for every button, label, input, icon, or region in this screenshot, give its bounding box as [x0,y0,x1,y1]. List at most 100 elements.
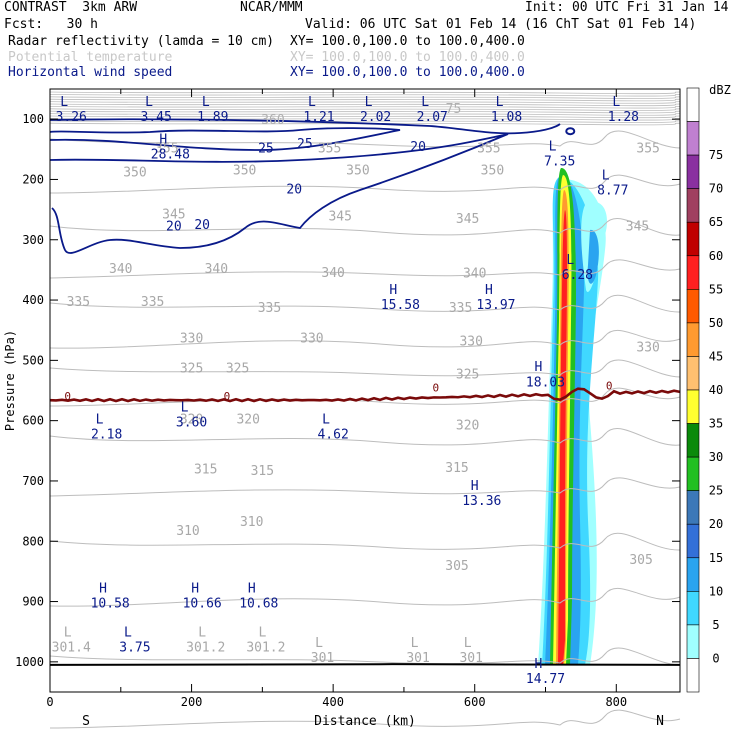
x-tick-label: 800 [605,695,627,709]
extremum-value: 8.77 [597,184,628,199]
freezing-label: 0 [432,382,439,395]
colorbar: dBZ 0 5 10 15 20 25 30 35 40 45 50 55 60 65 70 75 [686,83,731,693]
theta-contour-line [49,387,681,407]
theta-contour-line [49,477,681,497]
extremum-value: 1.08 [491,110,522,125]
field-reflectivity-xy: XY= 100.0,100.0 to 100.0,400.0 [290,34,525,49]
theta-label: 355 [636,141,659,156]
colorbar-swatch [686,523,700,559]
surface-theta-letter: L [315,636,323,651]
theta-label: 345 [328,209,351,224]
extremum-letter: H [535,657,543,672]
wind-contour-line [49,133,509,254]
wind-label: 20 [194,218,210,233]
extremum-value: 10.66 [183,597,222,612]
surface-theta-value: 301 [406,651,429,666]
theta-label: 345 [626,220,649,235]
extremum-value: 13.36 [462,494,501,509]
theta-label: 315 [445,461,468,476]
theta-contour-line [49,110,681,114]
theta-label: 345 [456,212,479,227]
valid-time: Valid: 06 UTC Sat 01 Feb 14 (16 ChT Sat … [305,17,697,32]
wind-contour-line [49,118,561,135]
y-tick-label: 300 [22,233,44,247]
y-axis-label: Pressure (hPa) [3,330,17,431]
theta-contour-line [49,103,681,107]
extremum-letter: H [535,360,543,375]
colorbar-label: 65 [709,215,723,229]
freezing-level [49,387,681,666]
theta-contour-line [49,359,681,378]
extremum-letter: L [602,168,610,183]
forecast-hour: Fcst: 30 h [4,17,98,32]
extremum-letter: L [308,95,316,110]
colorbar-swatch [686,624,700,659]
wind-contour-line [49,127,401,151]
colorbar-swatch [686,356,700,391]
theta-label: 340 [321,266,344,281]
surface-theta-letter: L [464,636,472,651]
theta-label: 345 [162,208,185,223]
theta-contour-line [49,532,681,551]
extremum-value: 1.28 [608,110,639,125]
theta-contour-line [49,130,681,149]
extremum-value: 4.62 [317,428,348,443]
freezing-label: 0 [64,390,71,403]
surface-theta-letter: L [411,636,419,651]
colorbar-label: 35 [709,417,723,431]
extremum-value: 28.48 [151,147,190,162]
extremum-letter: H [389,283,397,298]
theta-label: 75 [446,102,462,117]
theta-contour-line [49,647,681,666]
extremum-letter: L [181,401,189,416]
y-tick-label: 700 [22,474,44,488]
theta-contour-line [49,122,681,126]
y-tick-label: 800 [22,534,44,548]
surface-line [49,663,681,666]
x-tick-label: 600 [464,695,486,709]
theta-contour-line [49,91,681,95]
colorbar-label: 50 [709,316,723,330]
theta-label: 350 [123,165,146,180]
colorbar-label: 20 [709,517,723,531]
surface-theta-value: 301 [311,651,334,666]
field-theta: Potential temperature [8,50,173,65]
freezing-label: 0 [224,390,231,403]
theta-contour-line [49,329,681,349]
extremum-letter: L [322,413,330,428]
theta-label: 335 [258,301,281,316]
plot-frame [49,88,681,693]
theta-label: 335 [141,295,164,310]
theta-label: 340 [463,267,486,282]
extremum-letter: H [485,283,493,298]
extremum-value: 2.02 [360,110,391,125]
colorbar-label: 10 [709,584,723,598]
theta-label: 350 [481,164,504,179]
theta-contour-line [49,96,681,99]
colorbar-swatch [686,289,700,324]
theta-label: 325 [456,367,479,382]
x-tick-label: 200 [181,695,203,709]
south-label: S [82,714,90,729]
colorbar-swatch [686,255,700,290]
model-title: CONTRAST 3km ARW [4,0,138,15]
colorbar-label: 40 [709,383,723,397]
extremum-letter: L [60,95,68,110]
init-time: Init: 00 UTC Fri 31 Jan 14 [525,0,729,15]
theta-contour-line [49,259,681,279]
theta-label: 320 [236,413,259,428]
north-label: N [656,714,664,729]
extremum-value: 10.58 [91,597,130,612]
theta-label: 305 [629,553,652,568]
colorbar-label: 0 [712,651,719,665]
colorbar-label: 45 [709,349,723,363]
theta-contour-line [49,106,681,109]
field-theta-xy: XY= 100.0,100.0 to 100.0,400.0 [290,50,525,65]
freezing-label: 0 [606,379,613,392]
field-wind-xy: XY= 100.0,100.0 to 100.0,400.0 [290,65,525,80]
theta-contour-line [49,587,681,607]
extremum-letter: L [365,95,373,110]
colorbar-swatch [686,121,700,156]
extremum-letter: L [496,95,504,110]
theta-label: 355 [477,141,500,156]
